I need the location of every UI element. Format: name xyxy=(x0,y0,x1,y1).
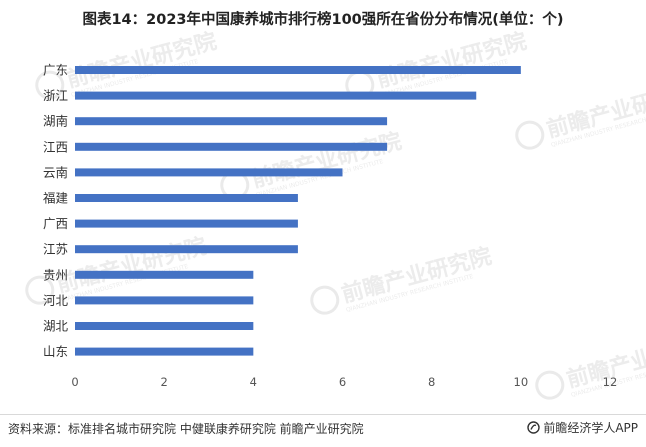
watermark-logo-icon xyxy=(25,275,55,305)
x-tick-label: 4 xyxy=(250,375,257,389)
source-note: 资料来源：标准排名城市研究院 中健联康养研究院 前瞻产业研究院 xyxy=(8,422,364,436)
bar-11 xyxy=(75,347,254,356)
brand-label[interactable]: 前瞻经济学人APP xyxy=(527,419,638,436)
bar-10 xyxy=(75,322,254,330)
category-label: 山东 xyxy=(43,344,68,359)
x-tick-label: 6 xyxy=(339,375,346,389)
chart-title: 图表14：2023年中国康养城市排行榜100强所在省份分布情况(单位：个) xyxy=(82,12,564,28)
category-label: 湖南 xyxy=(43,114,68,129)
category-label: 广西 xyxy=(43,216,68,231)
bar-3 xyxy=(75,142,388,151)
bar-9 xyxy=(75,296,254,305)
x-tick-label: 2 xyxy=(161,375,168,389)
category-label: 云南 xyxy=(43,165,68,180)
watermark-logo-icon xyxy=(535,370,565,400)
x-tick-label: 12 xyxy=(603,375,618,389)
category-label: 浙江 xyxy=(43,88,68,103)
bar-5 xyxy=(75,194,298,202)
category-label: 广东 xyxy=(43,63,68,78)
category-label: 河北 xyxy=(43,293,69,308)
bar-4 xyxy=(75,168,343,177)
x-tick-label: 8 xyxy=(428,375,435,389)
category-label: 贵州 xyxy=(43,267,68,282)
watermark-logo-icon xyxy=(310,285,340,315)
watermark-logo-icon xyxy=(35,70,65,100)
category-label: 福建 xyxy=(43,191,69,206)
category-label: 江苏 xyxy=(43,242,68,257)
x-axis-ticks-group: 0 2 4 6 8 10 12 xyxy=(71,375,617,389)
bar-8 xyxy=(75,270,254,279)
bar-2 xyxy=(75,117,388,126)
footer-divider xyxy=(0,414,646,415)
category-label: 湖北 xyxy=(43,319,69,334)
bar-1 xyxy=(75,91,477,100)
brand-text: 前瞻经济学人APP xyxy=(543,421,638,435)
category-label: 江西 xyxy=(43,139,68,154)
qianzhan-logo-icon xyxy=(527,421,541,434)
bar-7 xyxy=(75,245,298,254)
x-tick-label: 10 xyxy=(514,375,529,389)
bars-group xyxy=(75,66,521,356)
watermark-logo-icon xyxy=(515,120,545,150)
bar-0 xyxy=(75,66,521,74)
bar-6 xyxy=(75,219,298,228)
x-tick-label: 0 xyxy=(71,375,78,389)
